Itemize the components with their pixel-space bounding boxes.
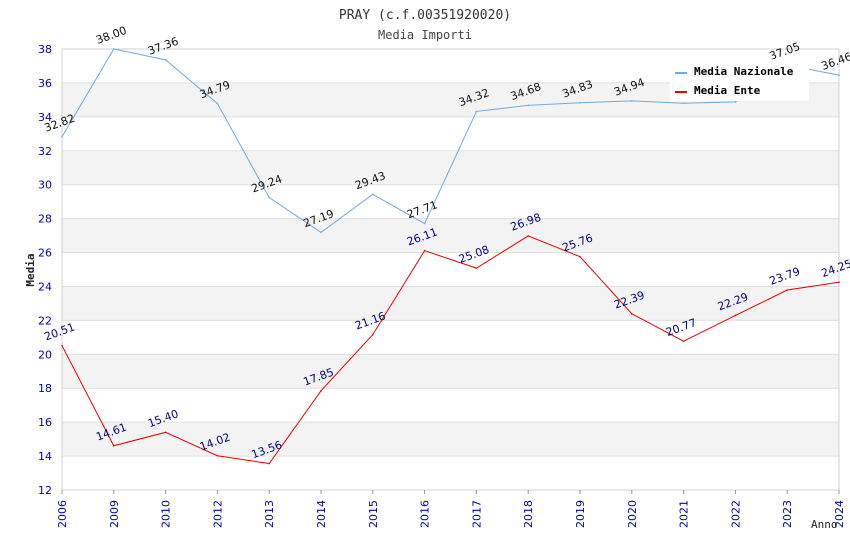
x-tick-label: 2006 — [56, 500, 69, 528]
data-point — [734, 101, 737, 103]
y-tick-label: 34 — [38, 111, 52, 124]
data-point — [320, 389, 322, 392]
data-point — [631, 312, 633, 315]
data-point — [268, 196, 271, 199]
x-tick-label: 2012 — [211, 500, 224, 528]
y-tick-label: 22 — [38, 314, 52, 327]
legend-label-media-nazionale: Media Nazionale — [694, 65, 794, 78]
chart-title: PRAY (c.f.00351920020) — [339, 8, 511, 23]
x-tick-label: 2009 — [108, 500, 121, 528]
data-point — [527, 104, 529, 107]
grid-band — [62, 388, 839, 423]
grid-band — [62, 422, 839, 457]
data-point — [838, 281, 840, 284]
data-point — [320, 231, 322, 234]
grid-band — [62, 116, 839, 151]
grid-band — [62, 184, 839, 219]
x-tick-label: 2014 — [315, 500, 328, 528]
data-point — [682, 340, 685, 343]
data-point — [113, 444, 115, 447]
x-tick-label: 2022 — [729, 500, 742, 528]
data-point — [527, 235, 529, 237]
x-tick-label: 2010 — [160, 500, 173, 528]
data-point — [61, 136, 63, 138]
plot-area — [61, 48, 840, 491]
x-tick-label: 2019 — [574, 500, 587, 528]
y-tick-label: 38 — [38, 43, 52, 56]
series-line — [61, 48, 840, 233]
x-axis-title: Anno — [811, 518, 838, 531]
y-tick-label: 24 — [38, 280, 52, 293]
y-tick-label: 36 — [38, 77, 52, 90]
x-tick-label: 2013 — [263, 500, 276, 528]
y-tick-label: 18 — [38, 382, 52, 395]
legend-box — [670, 59, 809, 101]
x-tick-label: 2016 — [419, 500, 432, 528]
x-tick-label: 2024 — [833, 500, 846, 528]
grid-band — [62, 456, 839, 490]
x-tick-label: 2017 — [470, 500, 483, 528]
data-point — [216, 102, 219, 105]
data-point — [579, 255, 581, 258]
y-tick-label: 26 — [38, 247, 52, 260]
y-tick-label: 20 — [38, 348, 52, 361]
data-point — [475, 267, 478, 269]
data-point — [631, 100, 633, 102]
grid-band — [62, 354, 839, 389]
data-point — [579, 101, 581, 104]
series-line — [61, 235, 840, 465]
x-tick-label: 2021 — [678, 500, 691, 528]
data-point — [734, 314, 737, 317]
plot-border — [61, 48, 840, 491]
data-point — [216, 454, 219, 457]
x-tick-label: 2023 — [781, 500, 794, 528]
legend-label-media-ente: Media Ente — [694, 84, 761, 97]
data-point — [838, 74, 840, 76]
data-point — [61, 344, 63, 347]
data-point — [113, 48, 115, 50]
data-point — [682, 102, 685, 105]
data-point — [164, 59, 167, 61]
y-axis-title: Media — [24, 253, 37, 286]
data-point — [423, 222, 426, 225]
data-point — [372, 193, 374, 196]
legend: Media Nazionale Media Ente — [670, 59, 809, 101]
grid-band — [62, 218, 839, 253]
y-tick-label: 14 — [38, 450, 52, 463]
data-point — [786, 289, 788, 291]
y-tick-label: 32 — [38, 145, 52, 158]
data-label: 38.00 — [94, 24, 128, 47]
x-tick-label: 2018 — [522, 500, 535, 528]
data-point — [164, 431, 167, 434]
data-point — [475, 110, 478, 113]
data-point — [423, 249, 426, 252]
y-tick-label: 16 — [38, 416, 52, 429]
y-tick-label: 12 — [38, 484, 52, 497]
grid-band — [62, 286, 839, 321]
y-tick-label: 30 — [38, 179, 52, 192]
chart-subtitle: Media Importi — [378, 28, 472, 42]
data-point — [372, 333, 374, 336]
data-point — [268, 462, 271, 465]
grid-band — [62, 252, 839, 287]
y-tick-label: 28 — [38, 213, 52, 226]
x-axis: 2006 2009 2010 2012 2013 2014 2015 2016 2017 2018… — [56, 490, 846, 528]
x-tick-label: 2015 — [367, 500, 380, 528]
x-tick-label: 2020 — [626, 500, 639, 528]
grid-bands — [62, 48, 839, 491]
y-axis: 12 14 16 18 20 22 24 26 28 30 32 34 36 38 — [38, 43, 52, 497]
grid-band — [62, 320, 839, 355]
